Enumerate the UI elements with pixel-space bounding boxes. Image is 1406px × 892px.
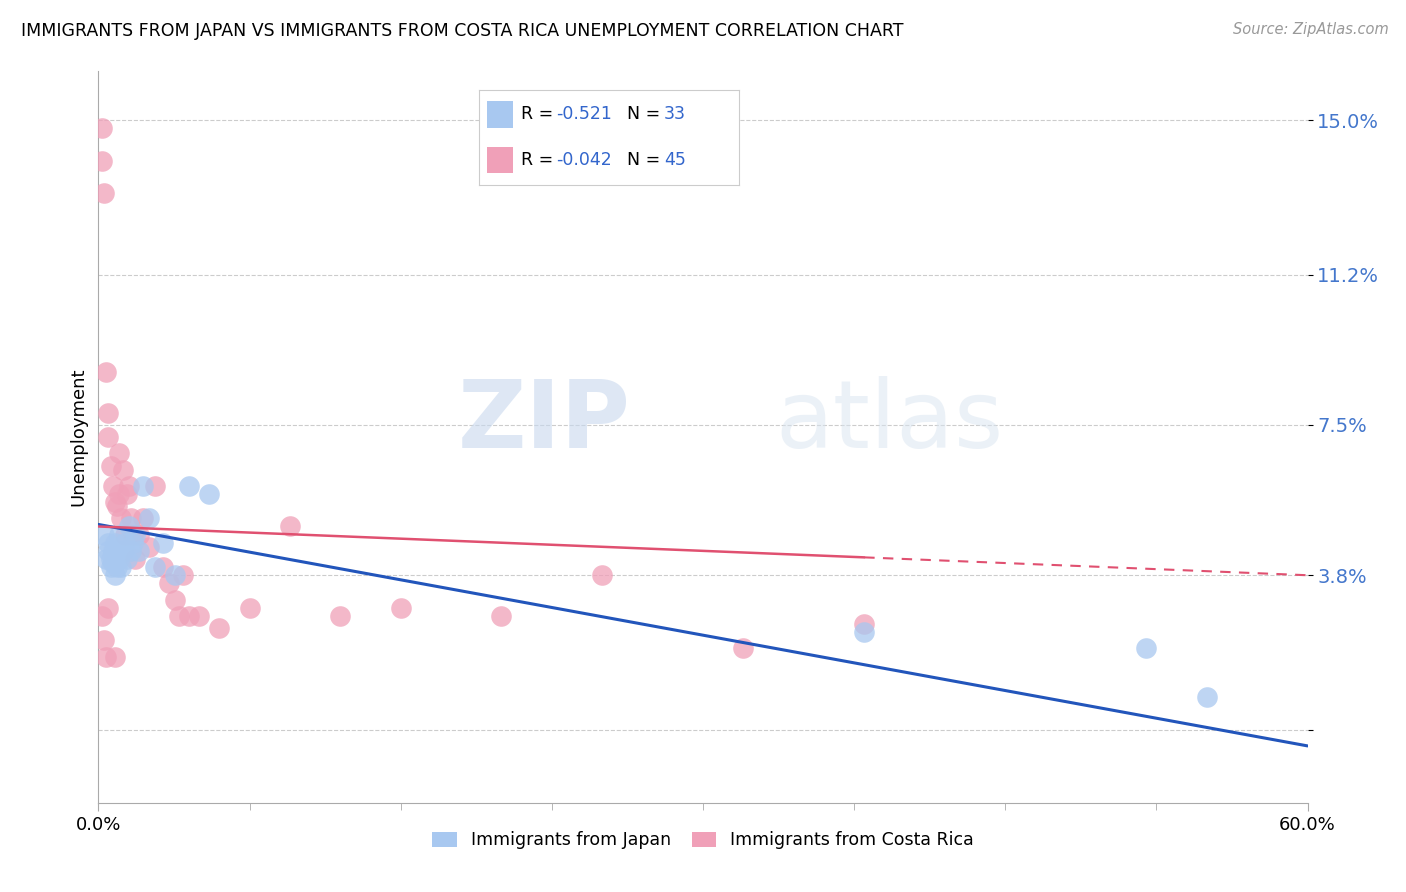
Point xyxy=(100,458,122,473)
Point xyxy=(97,544,120,558)
Point xyxy=(128,527,150,541)
Point xyxy=(115,552,138,566)
Point xyxy=(93,633,115,648)
Legend: Immigrants from Japan, Immigrants from Costa Rica: Immigrants from Japan, Immigrants from C… xyxy=(426,824,980,856)
Text: Source: ZipAtlas.com: Source: ZipAtlas.com xyxy=(1233,22,1389,37)
Point xyxy=(97,535,120,549)
Point xyxy=(591,568,613,582)
Point xyxy=(278,519,301,533)
Point xyxy=(132,479,155,493)
Point xyxy=(107,487,129,501)
Point xyxy=(91,608,114,623)
Point xyxy=(91,153,114,168)
Point xyxy=(120,544,142,558)
Point xyxy=(121,527,143,541)
Point xyxy=(96,552,118,566)
Point xyxy=(1195,690,1218,705)
Point xyxy=(124,552,146,566)
Point xyxy=(167,608,190,623)
Point xyxy=(103,649,125,664)
Point xyxy=(101,479,124,493)
Point xyxy=(124,527,146,541)
Point xyxy=(103,495,125,509)
Point xyxy=(100,552,122,566)
Point xyxy=(96,649,118,664)
Point xyxy=(97,406,120,420)
Point xyxy=(120,511,142,525)
Point xyxy=(121,535,143,549)
Point xyxy=(93,527,115,541)
Point xyxy=(100,560,122,574)
Point xyxy=(101,556,124,570)
Point xyxy=(491,608,513,623)
Point xyxy=(97,430,120,444)
Point xyxy=(97,600,120,615)
Point xyxy=(188,608,211,623)
Point xyxy=(105,544,128,558)
Point xyxy=(163,568,186,582)
Point xyxy=(329,608,352,623)
Point xyxy=(107,527,129,541)
Point xyxy=(157,576,180,591)
Point xyxy=(132,511,155,525)
Point xyxy=(172,568,194,582)
Point xyxy=(93,186,115,201)
Text: IMMIGRANTS FROM JAPAN VS IMMIGRANTS FROM COSTA RICA UNEMPLOYMENT CORRELATION CHA: IMMIGRANTS FROM JAPAN VS IMMIGRANTS FROM… xyxy=(21,22,904,40)
Point xyxy=(1135,641,1157,656)
Point xyxy=(138,511,160,525)
Point xyxy=(152,535,174,549)
Point xyxy=(853,617,876,632)
Point xyxy=(208,621,231,635)
Point xyxy=(179,608,201,623)
Point xyxy=(103,535,125,549)
Point xyxy=(96,365,118,379)
Point xyxy=(107,552,129,566)
Point xyxy=(143,560,166,574)
Point xyxy=(110,560,132,574)
Point xyxy=(105,560,128,574)
Point xyxy=(118,519,141,533)
Point xyxy=(101,544,124,558)
Point xyxy=(733,641,755,656)
Point xyxy=(107,446,129,460)
Text: atlas: atlas xyxy=(776,376,1004,468)
Point xyxy=(198,487,221,501)
Point xyxy=(138,540,160,554)
Point xyxy=(114,527,136,541)
Y-axis label: Unemployment: Unemployment xyxy=(69,368,87,507)
Point xyxy=(111,544,134,558)
Point xyxy=(91,121,114,136)
Point xyxy=(143,479,166,493)
Point xyxy=(179,479,201,493)
Point xyxy=(110,511,132,525)
Point xyxy=(111,462,134,476)
Point xyxy=(239,600,262,615)
Point xyxy=(152,560,174,574)
Point xyxy=(115,487,138,501)
Point xyxy=(103,568,125,582)
Point xyxy=(105,499,128,513)
Text: ZIP: ZIP xyxy=(457,376,630,468)
Point xyxy=(853,625,876,640)
Point xyxy=(114,535,136,549)
Point xyxy=(163,592,186,607)
Point xyxy=(118,479,141,493)
Point xyxy=(128,544,150,558)
Point xyxy=(389,600,412,615)
